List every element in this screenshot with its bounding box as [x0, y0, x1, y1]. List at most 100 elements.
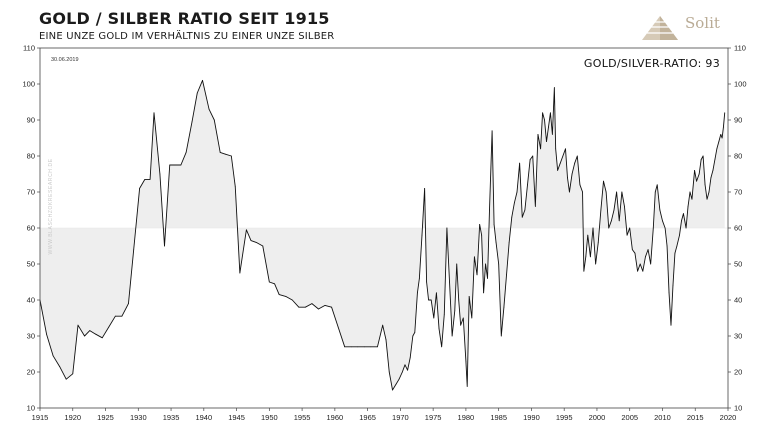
x-tick-label: 1950	[261, 413, 278, 422]
data-point	[529, 159, 531, 161]
data-point	[128, 303, 129, 304]
data-point	[443, 314, 445, 315]
data-point	[324, 305, 326, 306]
data-point	[610, 220, 612, 222]
data-point	[417, 292, 418, 294]
data-point	[481, 234, 483, 236]
data-point	[285, 296, 287, 297]
data-point	[202, 80, 203, 81]
y-tick-label-right: 110	[734, 44, 746, 53]
watermark-text: WWW.BLASCHZOKRESEARCH.DE	[48, 158, 54, 254]
data-point	[508, 242, 510, 243]
x-tick-label: 2015	[687, 413, 704, 422]
data-point	[718, 141, 720, 143]
data-point	[723, 126, 724, 128]
data-point	[401, 371, 403, 373]
x-tick-label: 1990	[523, 413, 540, 422]
data-point	[569, 191, 570, 193]
data-point	[392, 389, 393, 391]
data-point	[537, 134, 539, 135]
y-tick-label-right: 30	[734, 332, 742, 341]
data-point	[433, 317, 435, 319]
data-point	[710, 177, 712, 179]
data-point	[191, 121, 193, 123]
data-point	[656, 184, 658, 186]
data-point	[144, 179, 146, 180]
data-point	[724, 112, 726, 114]
current-ratio-annotation: GOLD/SILVER-RATIO: 93	[584, 57, 720, 70]
data-point	[500, 335, 502, 337]
data-point	[462, 317, 464, 319]
data-point	[493, 224, 495, 225]
data-point	[407, 369, 408, 371]
data-point	[225, 153, 226, 155]
x-tick-label: 1985	[490, 413, 507, 422]
data-point	[668, 292, 670, 294]
data-point	[385, 339, 387, 340]
data-point	[65, 378, 67, 380]
data-point	[534, 206, 536, 207]
data-point	[542, 112, 543, 114]
data-point	[626, 234, 628, 236]
data-point	[428, 299, 429, 301]
data-point	[208, 108, 210, 110]
data-point	[662, 220, 663, 222]
data-point	[700, 159, 702, 161]
data-point	[557, 170, 559, 171]
data-point	[639, 263, 641, 265]
reference-fill-area	[40, 80, 728, 391]
data-point	[679, 234, 680, 236]
data-point	[377, 346, 378, 348]
data-point	[621, 191, 623, 193]
y-tick-label-left: 60	[27, 224, 35, 233]
data-point	[95, 333, 97, 335]
x-tick-label: 1925	[97, 413, 114, 422]
data-point	[618, 220, 620, 222]
fill-to-reference	[40, 80, 725, 391]
data-point	[72, 373, 74, 375]
data-point	[597, 242, 599, 243]
data-point	[516, 191, 518, 193]
data-point	[506, 274, 507, 276]
data-point	[169, 164, 171, 166]
data-point	[414, 332, 416, 333]
data-point	[696, 180, 697, 182]
data-point	[458, 299, 460, 301]
data-point	[219, 152, 221, 153]
data-point	[491, 130, 493, 132]
data-point	[298, 306, 300, 308]
data-point	[571, 173, 573, 175]
data-point	[230, 155, 232, 157]
data-point	[395, 384, 397, 385]
data-point	[421, 234, 423, 236]
y-tick-label-left: 30	[27, 332, 35, 341]
data-point	[712, 170, 714, 171]
data-point	[550, 112, 551, 114]
data-point	[495, 242, 497, 243]
data-point	[702, 155, 704, 157]
data-point	[513, 202, 515, 204]
data-point	[465, 360, 467, 362]
x-tick-label: 1935	[163, 413, 180, 422]
data-point	[519, 162, 521, 164]
data-point	[318, 308, 319, 310]
data-point	[196, 92, 198, 94]
data-point	[553, 87, 555, 88]
data-point	[672, 285, 674, 286]
data-point	[487, 278, 488, 279]
data-point	[524, 209, 526, 211]
data-point	[149, 179, 151, 180]
data-point	[676, 245, 678, 247]
data-point	[363, 346, 365, 348]
data-point	[291, 299, 293, 301]
data-point	[664, 227, 666, 229]
x-tick-label: 2020	[720, 413, 737, 422]
data-point	[721, 137, 723, 139]
data-point	[691, 198, 693, 200]
data-point	[412, 335, 414, 337]
data-point	[274, 283, 275, 285]
data-point	[574, 162, 576, 164]
data-point	[562, 155, 564, 157]
data-point	[344, 346, 346, 348]
data-point	[540, 148, 541, 150]
